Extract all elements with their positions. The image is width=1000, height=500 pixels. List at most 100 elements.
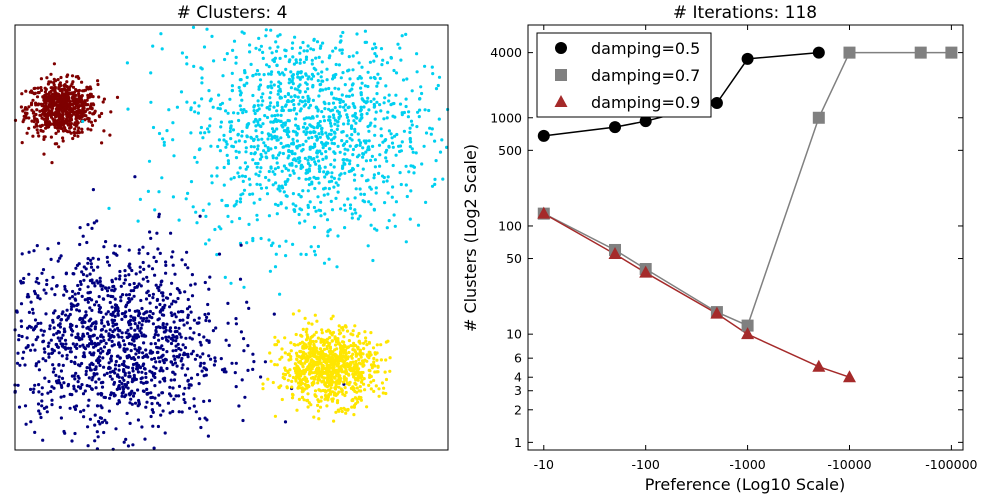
scatter-point-cluster-3 [27,324,32,328]
scatter-point-cluster-3 [121,339,126,343]
scatter-point-cluster-2 [317,55,321,60]
scatter-point-cluster-2 [245,241,249,245]
scatter-point-cluster-4 [354,367,358,371]
scatter-point-cluster-2 [125,61,129,65]
scatter-point-cluster-2 [255,218,259,222]
scatter-point-cluster-2 [410,123,414,127]
scatter-point-cluster-3 [92,345,96,349]
scatter-point-cluster-2 [317,208,321,212]
scatter-point-cluster-4 [294,332,298,337]
scatter-point-cluster-3 [117,385,121,389]
scatter-point-cluster-1 [62,125,66,129]
scatter-point-cluster-2 [364,40,369,44]
scatter-point-cluster-3 [127,248,131,252]
scatter-point-cluster-3 [70,393,74,397]
scatter-point-cluster-4 [328,336,332,340]
scatter-point-cluster-1 [37,134,41,138]
scatter-point-cluster-4 [339,407,343,411]
scatter-point-cluster-2 [193,101,197,105]
scatter-point-cluster-2 [358,119,362,123]
scatter-point-cluster-4 [310,322,314,326]
scatter-point-cluster-2 [362,139,366,143]
scatter-point-cluster-2 [339,34,343,38]
scatter-point-cluster-2 [260,155,264,159]
scatter-point-cluster-2 [149,71,153,75]
scatter-point-cluster-2 [255,69,260,73]
scatter-point-cluster-3 [133,328,137,332]
scatter-point-cluster-2 [215,166,219,170]
scatter-point-cluster-2 [268,46,272,50]
scatter-point-cluster-2 [415,125,419,129]
scatter-point-cluster-2 [338,48,342,52]
scatter-point-cluster-2 [313,142,317,146]
scatter-point-cluster-3 [102,430,106,435]
scatter-point-cluster-3 [128,355,132,359]
scatter-point-cluster-3 [68,325,72,329]
scatter-point-cluster-2 [258,83,263,87]
scatter-point-cluster-4 [314,374,318,378]
y-tick-label: 10 [506,327,522,342]
scatter-point-cluster-3 [171,363,175,367]
scatter-point-cluster-2 [251,93,255,98]
scatter-point-cluster-2 [330,175,334,179]
scatter-point-cluster-4 [313,377,317,381]
scatter-point-cluster-4 [345,408,350,412]
scatter-point-cluster-2 [279,141,283,145]
scatter-point-cluster-4 [342,363,346,367]
scatter-point-cluster-2 [243,140,247,144]
scatter-point-cluster-2 [270,114,274,118]
scatter-point-cluster-3 [15,361,20,365]
scatter-point-cluster-2 [361,152,366,156]
scatter-point-cluster-4 [362,382,366,386]
scatter-point-cluster-4 [299,362,303,366]
scatter-point-cluster-2 [368,60,372,64]
scatter-point-cluster-3 [190,337,194,341]
scatter-point-cluster-3 [217,252,222,256]
scatter-point-cluster-2 [291,129,295,133]
scatter-point-cluster-4 [314,339,318,343]
scatter-point-cluster-3 [138,265,142,269]
scatter-point-cluster-3 [95,430,99,434]
legend-marker-1 [555,42,567,54]
scatter-point-cluster-1 [36,91,40,95]
scatter-point-cluster-2 [360,174,364,178]
scatter-point-cluster-2 [275,119,279,124]
scatter-point-cluster-2 [201,136,205,140]
scatter-point-cluster-3 [36,335,40,339]
scatter-point-cluster-2 [350,138,354,142]
scatter-point-cluster-2 [307,183,311,187]
scatter-point-cluster-3 [51,370,56,374]
scatter-point-cluster-3 [239,330,243,334]
series-3-marker [537,206,551,219]
scatter-point-cluster-1 [52,95,56,99]
line-chart-title: # Iterations: 118 [673,3,817,23]
scatter-point-cluster-3 [158,380,162,384]
scatter-point-cluster-2 [341,71,345,75]
scatter-point-cluster-3 [200,369,204,373]
scatter-point-cluster-3 [144,348,148,352]
scatter-point-cluster-2 [232,111,236,115]
scatter-point-cluster-4 [325,357,329,361]
scatter-point-cluster-1 [89,128,93,132]
scatter-point-cluster-3 [238,277,243,281]
scatter-point-cluster-3 [202,374,206,378]
scatter-point-cluster-3 [192,331,196,335]
scatter-point-cluster-4 [294,351,299,355]
scatter-point-cluster-4 [363,330,367,334]
scatter-point-cluster-3 [173,361,177,365]
scatter-point-cluster-4 [375,351,379,355]
scatter-point-cluster-3 [159,355,163,359]
scatter-point-cluster-4 [289,341,293,345]
scatter-point-cluster-2 [221,74,225,78]
scatter-point-cluster-3 [73,377,77,381]
scatter-point-cluster-3 [157,212,161,216]
scatter-point-cluster-1 [89,95,93,99]
scatter-point-cluster-3 [239,243,243,247]
scatter-point-cluster-3 [19,302,24,306]
scatter-point-cluster-2 [275,212,279,216]
scatter-point-cluster-2 [273,265,278,269]
scatter-point-cluster-2 [394,93,398,97]
scatter-point-cluster-2 [334,97,338,101]
scatter-point-cluster-2 [318,124,322,128]
